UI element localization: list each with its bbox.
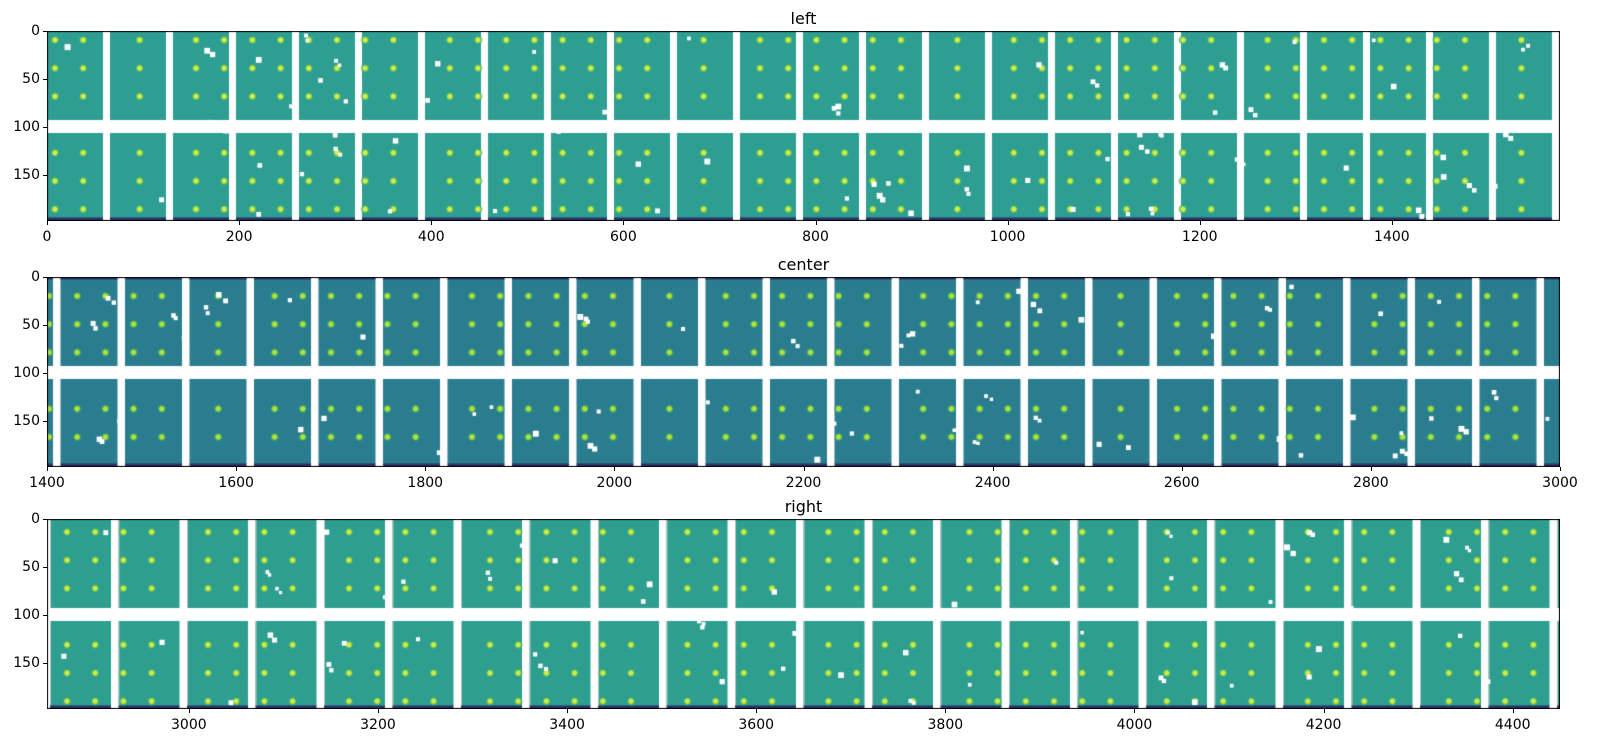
x-tick-label: 3200 bbox=[360, 717, 396, 733]
x-tick-mark bbox=[1370, 467, 1372, 471]
y-tick-mark bbox=[43, 662, 47, 664]
x-tick-mark bbox=[1007, 221, 1009, 225]
y-tick-label: 0 bbox=[31, 23, 40, 39]
x-tick-label: 800 bbox=[802, 229, 829, 245]
x-tick-mark bbox=[614, 467, 616, 471]
x-tick-label: 1200 bbox=[1181, 229, 1218, 245]
panel-title-center: center bbox=[777, 255, 830, 274]
x-tick-label: 4400 bbox=[1494, 717, 1531, 733]
x-tick-label: 0 bbox=[42, 229, 52, 245]
heatmap-image-center bbox=[47, 277, 1560, 467]
y-tick-label: 100 bbox=[13, 364, 40, 381]
y-tick-mark bbox=[43, 78, 47, 80]
y-tick-label: 50 bbox=[22, 558, 40, 575]
x-tick-mark bbox=[425, 467, 427, 471]
x-tick-label: 2600 bbox=[1163, 475, 1200, 491]
x-tick-label: 4000 bbox=[1116, 717, 1153, 733]
x-tick-label: 600 bbox=[610, 229, 637, 245]
y-tick-mark bbox=[43, 372, 47, 374]
x-tick-mark bbox=[1199, 221, 1201, 225]
x-tick-label: 2000 bbox=[596, 475, 633, 491]
x-tick-mark bbox=[815, 221, 817, 225]
x-tick-mark bbox=[1134, 709, 1136, 713]
x-tick-mark bbox=[239, 221, 241, 225]
x-tick-mark bbox=[236, 467, 238, 471]
heatmap-image-right bbox=[47, 519, 1560, 709]
x-tick-mark bbox=[1391, 221, 1393, 225]
x-tick-label: 200 bbox=[225, 229, 253, 245]
x-tick-mark bbox=[1181, 467, 1183, 471]
panel-title-left: left bbox=[790, 9, 817, 28]
x-tick-label: 4200 bbox=[1305, 717, 1342, 733]
y-tick-mark bbox=[43, 519, 47, 520]
x-tick-label: 3800 bbox=[927, 717, 964, 733]
y-tick-mark bbox=[43, 614, 47, 616]
x-tick-mark bbox=[1560, 467, 1561, 471]
y-tick-label: 150 bbox=[13, 412, 40, 429]
x-tick-label: 1400 bbox=[1374, 229, 1410, 245]
x-tick-mark bbox=[47, 221, 48, 225]
y-tick-mark bbox=[43, 277, 47, 278]
x-tick-mark bbox=[47, 467, 48, 471]
x-tick-mark bbox=[1323, 709, 1325, 713]
x-tick-mark bbox=[377, 709, 379, 713]
x-tick-label: 3400 bbox=[549, 717, 585, 733]
panel-title-right: right bbox=[784, 497, 823, 516]
y-tick-mark bbox=[43, 566, 47, 568]
y-tick-label: 100 bbox=[13, 118, 40, 135]
x-tick-label: 2200 bbox=[785, 475, 822, 491]
y-tick-mark bbox=[43, 31, 47, 32]
y-tick-mark bbox=[43, 420, 47, 422]
x-tick-label: 1400 bbox=[29, 475, 65, 491]
x-tick-mark bbox=[431, 221, 433, 225]
y-tick-label: 50 bbox=[22, 70, 40, 87]
x-tick-mark bbox=[188, 709, 190, 713]
x-tick-label: 1600 bbox=[218, 475, 254, 491]
x-tick-label: 1000 bbox=[989, 229, 1026, 245]
y-tick-label: 0 bbox=[31, 269, 40, 285]
y-tick-label: 150 bbox=[13, 166, 40, 183]
x-tick-label: 400 bbox=[417, 229, 445, 245]
y-tick-mark bbox=[43, 324, 47, 326]
x-tick-label: 3000 bbox=[171, 717, 207, 733]
x-tick-label: 2400 bbox=[974, 475, 1011, 491]
y-tick-label: 0 bbox=[31, 511, 40, 527]
y-tick-mark bbox=[43, 174, 47, 176]
x-tick-mark bbox=[623, 221, 625, 225]
x-tick-label: 1800 bbox=[407, 475, 444, 491]
heatmap-image-left bbox=[47, 31, 1560, 221]
x-tick-mark bbox=[945, 709, 947, 713]
y-tick-mark bbox=[43, 126, 47, 128]
x-tick-mark bbox=[803, 467, 805, 471]
x-tick-mark bbox=[1512, 709, 1514, 713]
x-tick-label: 3000 bbox=[1542, 475, 1578, 491]
y-tick-label: 150 bbox=[13, 654, 40, 671]
x-tick-label: 2800 bbox=[1353, 475, 1389, 491]
x-tick-label: 3600 bbox=[738, 717, 775, 733]
x-tick-mark bbox=[567, 709, 569, 713]
x-tick-mark bbox=[992, 467, 994, 471]
y-tick-label: 50 bbox=[22, 316, 40, 333]
x-tick-mark bbox=[756, 709, 758, 713]
y-tick-label: 100 bbox=[13, 606, 40, 623]
